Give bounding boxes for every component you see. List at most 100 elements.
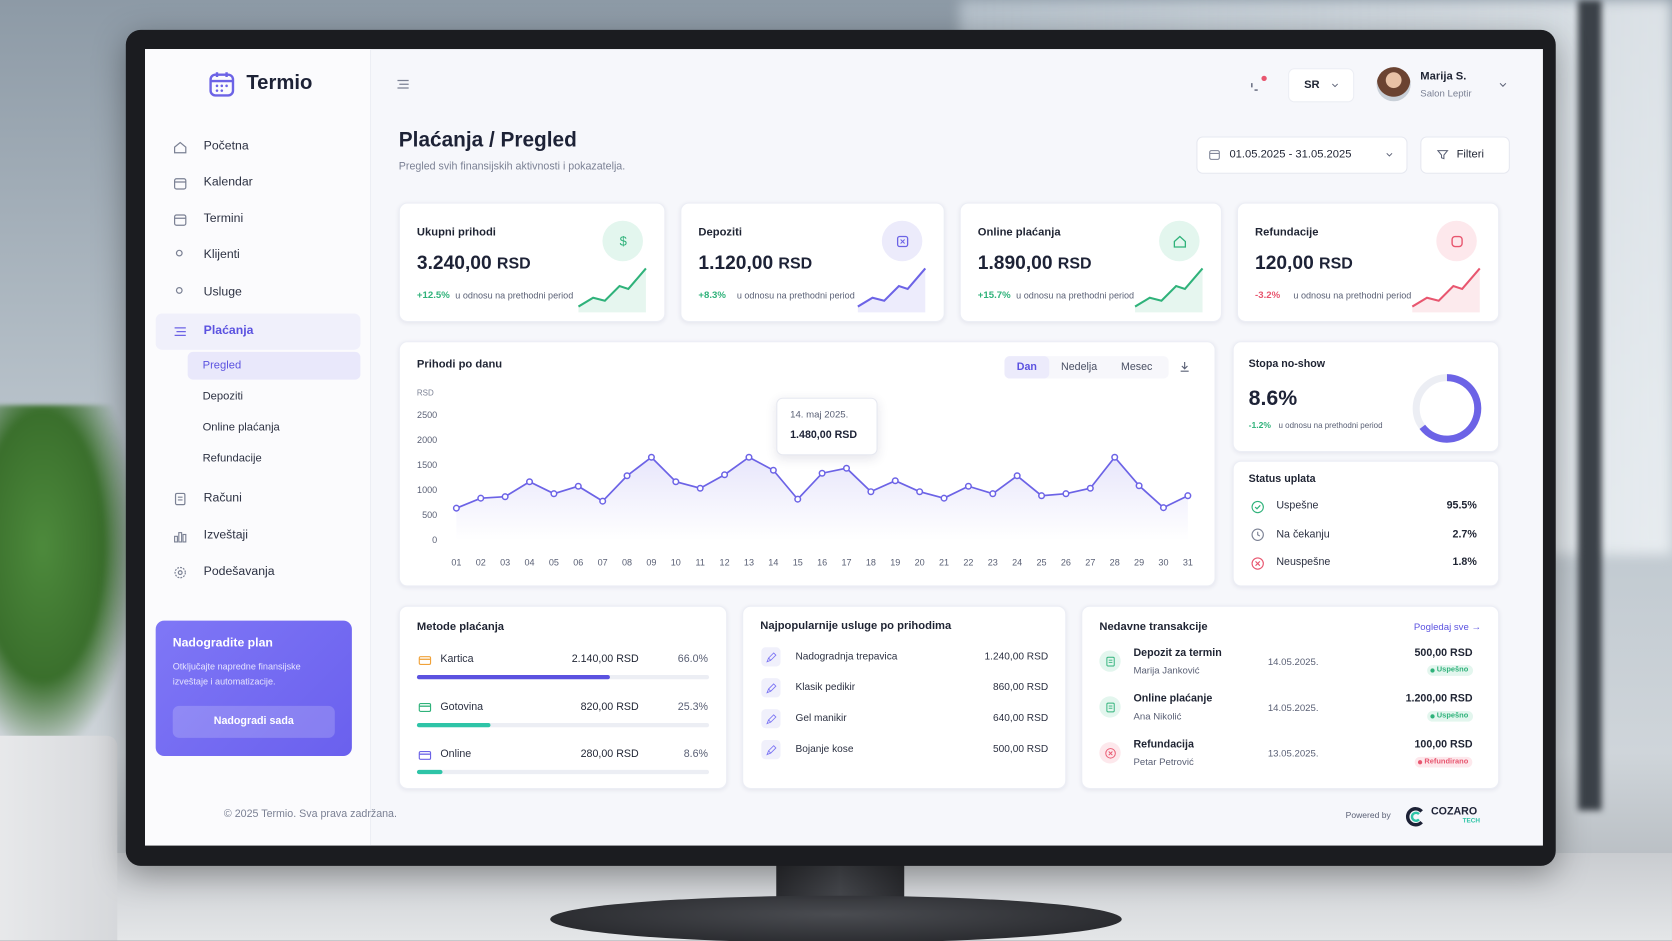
chart-title: Prihodi po danu (416, 357, 503, 371)
no-show-value: 8.6% (1248, 387, 1298, 411)
share-track (416, 722, 710, 727)
tx-status: Refundirano (1414, 756, 1473, 768)
icon-part (1450, 235, 1463, 247)
tx-date: 14.05.2025. (1267, 656, 1319, 668)
filter-label[interactable]: Filteri (1456, 147, 1484, 161)
chart-tab[interactable]: Nedelja (1061, 360, 1098, 373)
icon-part (1173, 235, 1186, 248)
nav-item[interactable]: Klijenti (203, 248, 240, 262)
service-amount: 500,00 RSD (992, 743, 1049, 756)
chevron (1499, 82, 1506, 87)
nav-item[interactable]: Početna (203, 139, 249, 153)
share-bar (416, 674, 610, 680)
upgrade-button[interactable]: Nadogradi sada (172, 705, 335, 738)
tx-icon (1105, 702, 1115, 712)
tx-client: Ana Nikolić (1133, 710, 1182, 722)
lang-select[interactable]: SR (1288, 68, 1355, 103)
icon-part (220, 84, 224, 88)
service-amount: 1.240,00 RSD (984, 650, 1049, 663)
upgrade-button-label[interactable]: Nadogradi sada (213, 715, 294, 728)
tx-status: Uspešno (1427, 665, 1473, 677)
service-name: Bojanje kose (795, 743, 854, 756)
status-dot (1430, 714, 1435, 719)
nav-item[interactable]: Plaćanja (203, 324, 254, 338)
line-point (818, 469, 826, 477)
status-icon (1250, 500, 1264, 513)
plant-pot (0, 735, 118, 941)
user-name: Marija S. (1420, 70, 1467, 83)
kpi-card: Online plaćanja 1.890,00 RSD +15.7% u odnosu… (959, 202, 1222, 323)
line-point (891, 477, 899, 485)
methods-title: Metode plaćanja (416, 620, 505, 634)
line-area (456, 457, 1188, 541)
kpi-unit: RSD (496, 254, 531, 273)
nav-item[interactable]: Kalendar (203, 176, 253, 189)
kpi-card: Depoziti 1.120,00 RSD +8.3% u odnosu na pret… (680, 202, 945, 323)
line-point (599, 497, 607, 505)
x-tick-label: 16 (817, 557, 827, 567)
date-range-label[interactable]: 01.05.2025 - 31.05.2025 (1229, 147, 1352, 161)
chart-tab[interactable]: Mesec (1120, 360, 1153, 373)
y-axis-unit: RSD (417, 389, 434, 398)
kpi-change: +15.7% (977, 289, 1011, 301)
upgrade-title: Nadogradite plan (172, 636, 273, 650)
line-point (721, 471, 729, 479)
line-point (696, 484, 704, 492)
icon-part (1410, 811, 1420, 822)
x-tick-label: 20 (915, 557, 925, 567)
subnav-item[interactable]: Depoziti (202, 389, 244, 403)
download-icon (1180, 362, 1189, 372)
method-amount: 820,00 RSD (580, 701, 639, 713)
kpi-icon-bg (1159, 220, 1200, 262)
nav-item[interactable]: Izveštaji (203, 528, 248, 542)
line-point (623, 472, 631, 480)
line-point (842, 464, 851, 472)
tx-amount: 1.200,00 RSD (1405, 693, 1473, 705)
tx-title: Refundacija (1133, 738, 1194, 751)
nav-item[interactable]: Termini (203, 212, 244, 226)
icon-part (1254, 504, 1261, 510)
kpi-icon (1173, 235, 1186, 248)
chevron (1332, 83, 1339, 88)
y-tick-label: 1000 (417, 485, 437, 495)
view-all-link[interactable]: Pogledaj sve → (1413, 621, 1482, 632)
line-point (916, 488, 924, 496)
date-range[interactable]: 01.05.2025 - 31.05.2025 (1196, 136, 1408, 174)
kpi-value: 1.120,00 (698, 251, 774, 274)
no-show-card: Stopa no-show 8.6% -1.2% u odnosu na pretho… (1232, 341, 1500, 453)
icon-part (209, 73, 235, 97)
kpi-unit: RSD (778, 254, 813, 273)
method-icon (418, 703, 431, 712)
subnav-item[interactable]: Refundacije (202, 451, 262, 465)
line-point (526, 478, 534, 486)
share-bar (416, 722, 491, 727)
icon-part (418, 655, 431, 665)
nav-item[interactable]: Podešavanja (203, 565, 275, 579)
filter-button[interactable]: Filteri (1420, 136, 1510, 174)
icon-part (1412, 268, 1480, 313)
chart-tab[interactable]: Dan (1016, 360, 1037, 373)
tx-icon (1105, 656, 1115, 666)
subnav-item[interactable]: Online plaćanja (202, 420, 280, 434)
nav-item[interactable]: Usluge (203, 285, 242, 299)
icon-part (1436, 150, 1449, 160)
x-tick-label: 21 (939, 557, 949, 567)
icon-part (1411, 267, 1481, 308)
tooltip-value: 1.480,00 RSD (790, 429, 858, 442)
sparkline (857, 267, 927, 313)
y-tick-label: 2500 (417, 410, 437, 420)
line-point (867, 488, 875, 496)
x-tick-label: 10 (671, 557, 681, 567)
lang-label[interactable]: SR (1304, 78, 1320, 92)
status-dot (1417, 760, 1423, 765)
subnav-active-bg (187, 351, 361, 380)
tx-client: Marija Janković (1133, 664, 1200, 676)
tooltip: 14. maj 2025. 1.480,00 RSD (776, 397, 878, 456)
nav-item[interactable]: Računi (203, 491, 242, 505)
subnav-item[interactable]: Pregled (202, 359, 242, 372)
brand-logo (209, 72, 235, 97)
x-tick-label: 07 (598, 557, 608, 567)
icon-part (215, 89, 219, 92)
icon-part (418, 750, 431, 760)
tx-date: 13.05.2025. (1267, 748, 1319, 759)
